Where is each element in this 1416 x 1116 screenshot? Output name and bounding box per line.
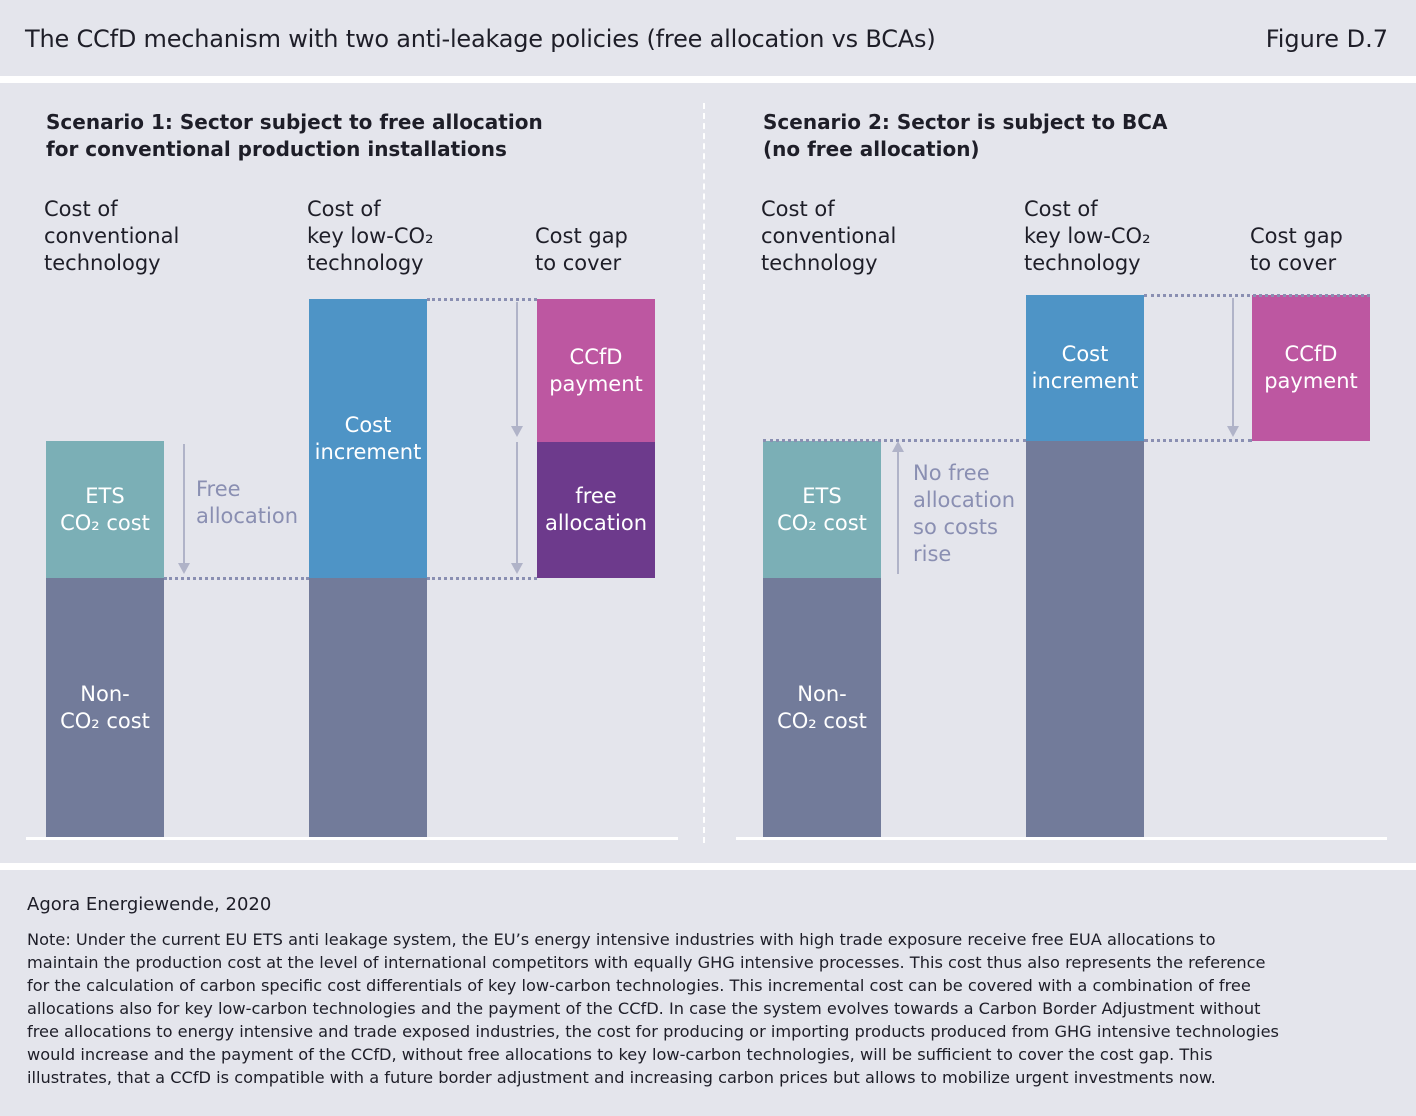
col-head-line: key low-CO₂ <box>307 224 434 248</box>
scenario1-title-line1: Scenario 1: Sector subject to free alloc… <box>46 110 543 134</box>
scenario1-free-allocation-bar: free allocation <box>537 442 655 578</box>
footnote: Note: Under the current EU ETS anti leak… <box>27 930 1279 1087</box>
scenario2-lowco2-base-bar <box>1026 441 1144 837</box>
bar-label: payment <box>549 371 643 396</box>
scenario2-non-co2-bar: Non- CO₂ cost <box>763 578 881 837</box>
bar-label: CCfD <box>569 344 623 369</box>
source-credit: Agora Energiewende, 2020 <box>27 894 272 915</box>
bar-label: CO₂ cost <box>60 708 150 733</box>
scenario2-title-line2: (no free allocation) <box>763 137 980 161</box>
scenario1-increment-bar: Cost increment <box>309 299 427 578</box>
scenario2-col-gap: Cost gap to cover <box>1250 223 1343 277</box>
annotation-line: allocation <box>196 504 299 528</box>
scenario2-ref-line-top <box>1144 294 1370 297</box>
scenario1-gap-arrow-line-1 <box>516 302 518 427</box>
scenario2-col-conventional: Cost of conventional technology <box>761 196 896 277</box>
col-head-line: to cover <box>535 251 622 275</box>
scenario2-increment-bar: Cost increment <box>1026 295 1144 441</box>
bar-label: free <box>575 484 617 508</box>
col-head-line: conventional <box>761 224 897 248</box>
scenario-divider <box>703 103 705 843</box>
arrow-up-icon <box>892 441 904 452</box>
bar-label: Non- <box>797 681 847 706</box>
scenario1-title-line2: for conventional production installation… <box>46 137 507 161</box>
col-head-line: key low-CO₂ <box>1024 224 1151 248</box>
scenario1-ref-line-low-gap <box>427 577 537 580</box>
bar-label: CCfD <box>1284 342 1338 366</box>
col-head-line: Cost gap <box>535 224 628 248</box>
scenario1-non-co2-bar: Non- CO₂ cost <box>46 578 164 837</box>
scenario2-rise-arrow-line <box>897 451 899 574</box>
bar-label: ETS <box>802 483 842 508</box>
bar-label: allocation <box>544 511 648 535</box>
scenario2-title-line1: Scenario 2: Sector is subject to BCA <box>763 110 1168 134</box>
annotation-line: No free <box>913 461 990 485</box>
arrow-down-icon <box>1227 426 1239 437</box>
bar-label: CO₂ cost <box>777 708 867 733</box>
footer-band <box>0 870 1416 1116</box>
annotation-line: allocation <box>913 488 1016 512</box>
col-head-line: Cost of <box>307 197 381 221</box>
diagram-area <box>0 83 1416 863</box>
scenario2-col-lowco2: Cost of key low-CO₂ technology <box>1024 196 1150 277</box>
scenario1-baseline <box>26 837 678 840</box>
col-head-line: to cover <box>1250 251 1337 275</box>
scenario1-col-gap: Cost gap to cover <box>535 223 628 277</box>
col-head-line: technology <box>307 251 424 275</box>
scenario2-ref-line-mid-gap <box>1144 439 1252 442</box>
col-head-line: Cost of <box>761 197 835 221</box>
col-head-line: Cost of <box>1024 197 1098 221</box>
col-head-line: conventional <box>44 224 180 248</box>
bar-label: Cost <box>1061 342 1109 366</box>
scenario1-ref-line-low <box>164 577 309 580</box>
scenario1-gap-arrow-line-2 <box>516 442 518 564</box>
bar-label: Cost <box>344 412 392 437</box>
scenario2-ref-line-mid <box>763 439 1026 442</box>
bar-label: Non- <box>80 681 130 706</box>
arrow-down-icon <box>511 563 523 574</box>
scenario2-annotation: No free allocation so costs rise <box>913 460 1015 568</box>
arrow-down-icon <box>178 563 190 574</box>
col-head-line: technology <box>44 251 161 275</box>
header-band: The CCfD mechanism with two anti-leakage… <box>0 0 1416 76</box>
annotation-line: rise <box>913 542 952 566</box>
figure-label: Figure D.7 <box>1265 25 1388 53</box>
scenario1-title: Scenario 1: Sector subject to free alloc… <box>46 109 543 163</box>
scenario2-ccfd-bar: CCfD payment <box>1252 295 1370 441</box>
bar-label: increment <box>1031 369 1139 393</box>
scenario1-col-conventional: Cost of conventional technology <box>44 196 179 277</box>
bar-label: increment <box>314 439 422 464</box>
col-head-line: Cost of <box>44 197 118 221</box>
annotation-line: Free <box>196 477 241 501</box>
bar-label: CO₂ cost <box>777 510 867 535</box>
scenario2-ets-bar: ETS CO₂ cost <box>763 441 881 578</box>
scenario1-annotation: Free allocation <box>196 476 298 530</box>
scenario1-ets-bar: ETS CO₂ cost <box>46 441 164 578</box>
scenario2-gap-arrow-line <box>1232 298 1234 427</box>
bar-label: payment <box>1264 369 1358 393</box>
scenario1-lowco2-base-bar <box>309 578 427 837</box>
col-head-line: technology <box>1024 251 1141 275</box>
scenario1-free-arrow-line <box>183 444 185 564</box>
arrow-down-icon <box>511 426 523 437</box>
scenario1-ccfd-bar: CCfD payment <box>537 299 655 442</box>
scenario2-baseline <box>736 837 1387 840</box>
annotation-line: so costs <box>913 515 998 539</box>
page-title: The CCfD mechanism with two anti-leakage… <box>25 25 936 53</box>
col-head-line: Cost gap <box>1250 224 1343 248</box>
scenario1-ref-line-top <box>427 298 537 301</box>
bar-label: ETS <box>85 483 125 508</box>
col-head-line: technology <box>761 251 878 275</box>
scenario1-col-lowco2: Cost of key low-CO₂ technology <box>307 196 433 277</box>
scenario2-title: Scenario 2: Sector is subject to BCA (no… <box>763 109 1167 163</box>
bar-label: CO₂ cost <box>60 510 150 535</box>
